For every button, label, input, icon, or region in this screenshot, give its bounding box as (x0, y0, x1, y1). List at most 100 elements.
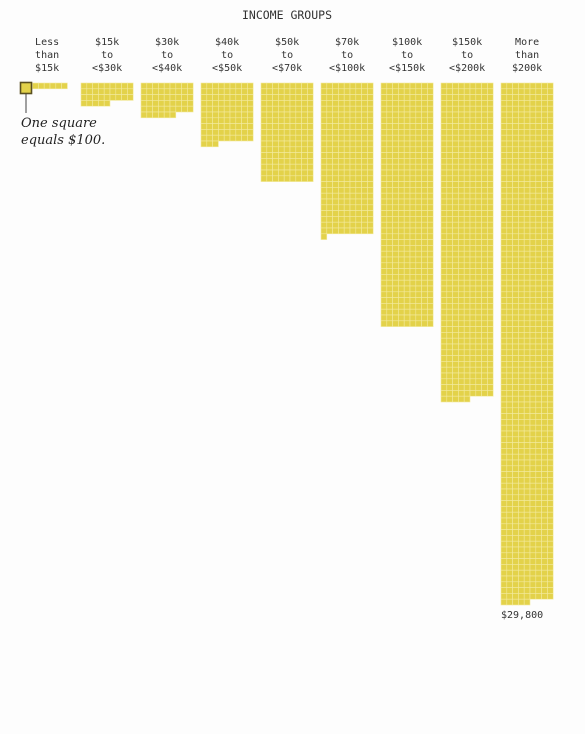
waffle-square (500, 500, 508, 507)
waffle-square (392, 239, 399, 246)
waffle-square (169, 94, 177, 101)
waffle-square (403, 285, 411, 293)
waffle-square (475, 326, 482, 333)
waffle-square (523, 158, 531, 165)
waffle-square (212, 129, 219, 136)
waffle-square (343, 227, 351, 235)
waffle-square (349, 88, 357, 95)
waffle-square (175, 105, 182, 113)
waffle-square (458, 250, 465, 258)
waffle-square (115, 94, 122, 101)
waffle-square (326, 134, 333, 142)
waffle-square (392, 216, 399, 223)
waffle-square (403, 134, 411, 142)
waffle-square (535, 442, 542, 449)
waffle-square (518, 314, 525, 322)
waffle-square (512, 401, 519, 409)
waffle-square (386, 245, 393, 252)
waffle-square (403, 158, 411, 165)
waffle-square (361, 175, 368, 182)
waffle-square (481, 343, 488, 351)
waffle-square (380, 320, 388, 327)
waffle-square (355, 82, 362, 90)
waffle-square (481, 100, 488, 107)
waffle-square (326, 216, 333, 223)
waffle-square (535, 239, 542, 246)
waffle-square (421, 187, 428, 194)
waffle-square (535, 384, 542, 391)
waffle-square (440, 187, 448, 194)
waffle-square (541, 210, 548, 217)
waffle-square (260, 129, 268, 136)
waffle-square (386, 100, 393, 107)
waffle-square (512, 395, 519, 403)
waffle-square (529, 233, 537, 240)
waffle-square (452, 337, 459, 345)
waffle-square (518, 361, 525, 368)
waffle-square (529, 378, 537, 385)
waffle-square (518, 378, 525, 385)
waffle-square (332, 158, 339, 165)
waffle-square (392, 233, 399, 240)
waffle-square (380, 158, 388, 165)
waffle-square (421, 285, 428, 293)
waffle-square (421, 291, 428, 298)
waffle-square (487, 274, 494, 281)
waffle-square (541, 575, 548, 583)
waffle-square (272, 129, 279, 136)
waffle-square (475, 82, 482, 90)
waffle-square (500, 482, 508, 490)
waffle-square (535, 111, 542, 119)
waffle-square (446, 216, 453, 223)
waffle-square (307, 94, 314, 101)
waffle-square (386, 175, 393, 182)
waffle-square (506, 494, 513, 501)
waffle-square (403, 291, 411, 298)
waffle-square (487, 256, 494, 264)
waffle-square (367, 204, 374, 211)
waffle-square (452, 140, 459, 148)
waffle-square (421, 274, 428, 281)
waffle-square (547, 175, 554, 182)
waffle-square (326, 140, 333, 148)
waffle-square (386, 187, 393, 194)
waffle-square (440, 250, 448, 258)
waffle-square (518, 558, 525, 565)
waffle-square (512, 506, 519, 513)
waffle-square (458, 343, 465, 351)
waffle-square (440, 245, 448, 252)
waffle-square (535, 523, 542, 530)
waffle-square (500, 169, 508, 177)
waffle-square (487, 250, 494, 258)
waffle-square (403, 314, 411, 322)
waffle-square (535, 210, 542, 217)
waffle-square (512, 326, 519, 333)
waffle-square (421, 221, 428, 229)
waffle-square (403, 192, 411, 200)
waffle-square (301, 169, 308, 177)
waffle-square (523, 169, 531, 177)
waffle-square (266, 129, 273, 136)
waffle-square (421, 123, 428, 130)
waffle-square (338, 198, 345, 206)
waffle-square (146, 105, 153, 113)
waffle-square (500, 442, 508, 449)
waffle-square (529, 163, 537, 171)
waffle-square (512, 256, 519, 264)
waffle-square (409, 291, 417, 298)
waffle-square (512, 337, 519, 345)
waffle-square (547, 163, 554, 171)
waffle-square (367, 163, 374, 171)
waffle-square (355, 94, 362, 101)
waffle-square (500, 378, 508, 385)
waffle-square (512, 384, 519, 391)
waffle-square (452, 297, 459, 304)
waffle-square (523, 459, 531, 467)
waffle-square (506, 291, 513, 298)
waffle-square (326, 146, 333, 153)
waffle-square (481, 384, 488, 391)
waffle-square (547, 158, 554, 165)
waffle-square (535, 88, 542, 95)
waffle-square (481, 134, 488, 142)
waffle-square (200, 88, 208, 95)
